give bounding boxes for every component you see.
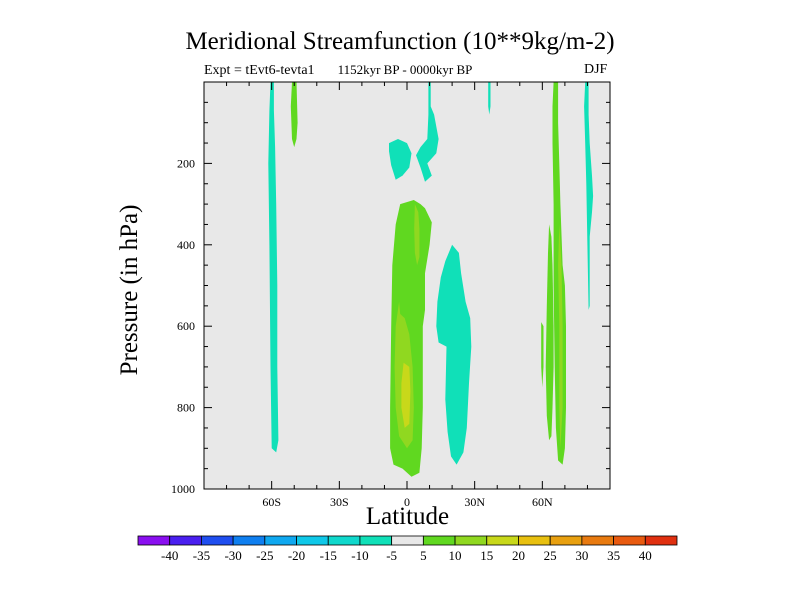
contour-sh-high-lat-negative [268, 82, 279, 453]
colorbar-swatch [296, 535, 329, 546]
colorbar-label: -20 [288, 548, 305, 563]
contour-nh-subtropics-negative [436, 244, 472, 465]
colorbar-swatch [201, 535, 234, 546]
colorbar-label: -40 [161, 548, 178, 563]
x-tick-label: 0 [404, 495, 410, 509]
colorbar-swatch [518, 535, 551, 546]
contour-nh-subtropics-upper-negative [488, 82, 491, 115]
colorbar-label: -5 [386, 548, 397, 563]
colorbar-swatch [264, 535, 297, 546]
chart-subtitle: 1152kyr BP - 0000kyr BP [337, 62, 473, 77]
y-tick-label: 800 [177, 401, 195, 415]
colorbar-label: 25 [544, 548, 557, 563]
colorbar: -40 -35 -30 -25 -20 -15 -10 -5 5 10 15 20 25 30 35 40 [137, 535, 678, 563]
contour-eq-upper-inner-positive [414, 204, 420, 266]
colorbar-swatch [422, 535, 456, 546]
x-tick-label: 30S [330, 495, 349, 509]
contour-eq-upper-negative-1 [389, 139, 412, 180]
colorbar-label: -35 [193, 548, 210, 563]
colorbar-label: -10 [351, 548, 368, 563]
contour-eq-core-positive [401, 362, 411, 428]
colorbar-label: 35 [607, 548, 620, 563]
colorbar-swatch [359, 535, 393, 546]
colorbar-swatch [327, 535, 361, 546]
colorbar-swatch [644, 535, 678, 546]
y-tick-label: 1000 [171, 482, 195, 496]
contour-nh-polar-negative [584, 82, 594, 310]
colorbar-swatch [486, 535, 519, 546]
chart-title: Meridional Streamfunction (10**9kg/m-2) [185, 28, 615, 55]
colorbar-label: -15 [320, 548, 337, 563]
contour-sh-mid-lat-positive [290, 82, 298, 148]
contour-nh-high-lat-inner-positive [558, 224, 563, 449]
colorbar-label: 5 [420, 548, 427, 563]
x-tick-label: 30N [464, 495, 485, 509]
plot-area: 200 400 600 800 1000 60S 30S 0 30N 60N [171, 81, 611, 509]
experiment-label: Expt = tEvt6-tevta1 [204, 63, 315, 78]
colorbar-label: 40 [639, 548, 652, 563]
colorbar-swatch [391, 535, 424, 546]
colorbar-label: 15 [480, 548, 493, 563]
colorbar-swatch [581, 535, 614, 546]
colorbar-swatch [613, 535, 646, 546]
season-label: DJF [584, 62, 608, 77]
y-tick-label: 200 [177, 156, 195, 170]
colorbar-swatch [549, 535, 583, 546]
x-tick-label: 60N [532, 495, 553, 509]
x-tick-label: 60S [262, 495, 281, 509]
contour-nh-high-lat-positive-2 [545, 224, 554, 441]
colorbar-swatch [232, 535, 266, 546]
y-tick-label: 400 [177, 238, 195, 252]
colorbar-swatch [169, 535, 202, 546]
colorbar-label: -30 [224, 548, 241, 563]
y-tick-label: 600 [177, 319, 195, 333]
colorbar-swatch [454, 535, 488, 546]
colorbar-label: 10 [449, 548, 462, 563]
colorbar-label: 20 [512, 548, 525, 563]
contour-eq-upper-negative-2 [416, 82, 439, 182]
colorbar-label: 30 [575, 548, 588, 563]
contour-nh-high-lat-positive-3 [541, 322, 544, 388]
x-axis-label: Latitude [365, 503, 450, 530]
colorbar-swatch [137, 535, 171, 546]
colorbar-label: -25 [256, 548, 273, 563]
